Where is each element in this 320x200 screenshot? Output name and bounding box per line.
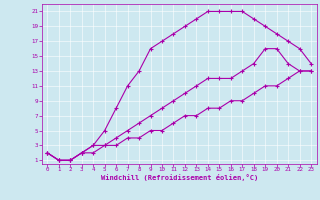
X-axis label: Windchill (Refroidissement éolien,°C): Windchill (Refroidissement éolien,°C) bbox=[100, 174, 258, 181]
